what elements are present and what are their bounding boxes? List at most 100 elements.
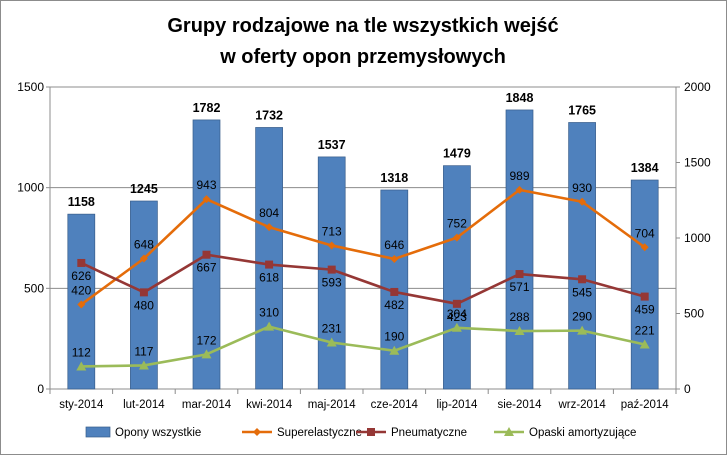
point-marker — [202, 250, 211, 259]
point-data-label: 571 — [509, 280, 529, 294]
point-data-label: 290 — [572, 310, 592, 324]
point-marker — [515, 270, 524, 279]
point-marker — [578, 197, 587, 206]
point-marker — [640, 243, 649, 252]
bar-data-label: 1782 — [193, 101, 221, 115]
bar — [443, 165, 471, 390]
point-data-label: 482 — [384, 298, 404, 312]
point-data-label: 989 — [509, 169, 529, 183]
data-labels: 1158 1245 1782 1732 1537 1318 1479 1848 1765 1384… — [68, 91, 659, 359]
point-data-label: 288 — [509, 310, 529, 324]
point-data-label: 310 — [259, 306, 279, 320]
bar-data-label: 1245 — [130, 182, 158, 196]
x-axis-category-label: lut-2014 — [123, 399, 165, 411]
legend-label: Pneumatyczne — [391, 427, 467, 439]
bar-data-label: 1479 — [443, 147, 471, 161]
point-marker — [514, 326, 525, 336]
point-marker — [265, 260, 274, 269]
point-marker — [452, 299, 461, 308]
point-marker — [639, 339, 650, 349]
right-axis-tick-label: 1000 — [684, 231, 711, 245]
bar-data-label: 1318 — [380, 171, 408, 185]
bar — [255, 127, 283, 390]
left-axis-tick-label: 500 — [24, 281, 44, 295]
legend: Opony wszystkie Superelastyczne Pneumatycz… — [85, 426, 636, 439]
point-data-label: 172 — [196, 333, 216, 347]
right-axis-tick-label: 1500 — [684, 156, 711, 170]
bar-data-label: 1537 — [318, 138, 346, 152]
x-axis-category-label: cze-2014 — [371, 399, 419, 411]
point-marker — [389, 345, 400, 355]
right-axis-tick-label: 0 — [684, 382, 691, 396]
point-marker — [264, 321, 275, 331]
bar-series — [67, 109, 659, 390]
point-data-label: 618 — [259, 271, 279, 285]
point-data-label: 626 — [71, 269, 91, 283]
point-marker — [327, 265, 336, 274]
point-marker — [452, 233, 461, 242]
point-data-label: 304 — [447, 307, 467, 321]
point-data-label: 713 — [322, 224, 342, 238]
point-marker — [577, 325, 588, 335]
x-axis-category-label: maj-2014 — [308, 399, 357, 411]
point-marker — [640, 292, 649, 301]
left-axis-tick-label: 1500 — [17, 80, 44, 94]
bar-data-label: 1848 — [506, 91, 534, 105]
point-marker — [515, 185, 524, 194]
point-marker — [76, 361, 87, 371]
point-marker — [578, 275, 587, 284]
legend-label: Opony wszystkie — [115, 427, 201, 439]
x-axis-category-label: lip-2014 — [436, 399, 478, 411]
point-data-label: 930 — [572, 181, 592, 195]
point-data-label: 704 — [635, 226, 655, 240]
point-marker — [201, 349, 212, 359]
legend-label: Superelastyczne — [277, 427, 362, 439]
point-marker — [265, 223, 274, 232]
legend-marker — [253, 428, 261, 436]
point-marker — [202, 195, 211, 204]
point-marker — [139, 254, 148, 263]
bar — [630, 179, 659, 390]
bar — [67, 213, 96, 390]
series-line — [81, 325, 645, 368]
point-marker — [139, 288, 148, 297]
line-series — [76, 185, 650, 371]
point-marker — [390, 287, 399, 296]
bar — [505, 109, 534, 390]
point-data-label: 459 — [635, 303, 655, 317]
x-axis-category-label: kwi-2014 — [246, 399, 293, 411]
point-data-label: 593 — [322, 276, 342, 290]
point-data-label: 667 — [196, 261, 216, 275]
legend-label: Opaski amortyzujące — [529, 427, 636, 439]
x-axis-category-label: sie-2014 — [497, 399, 542, 411]
legend-swatch — [85, 426, 111, 438]
left-axis-tick-label: 0 — [37, 382, 44, 396]
point-marker — [77, 258, 86, 267]
point-data-label: 480 — [134, 298, 154, 312]
x-axis-category-label: paź-2014 — [621, 399, 670, 411]
point-data-label: 646 — [384, 238, 404, 252]
legend-marker — [367, 428, 375, 436]
bar-data-label: 1384 — [631, 161, 659, 175]
chart-title-line-2: w oferty opon przemysłowych — [219, 46, 506, 68]
point-data-label: 423 — [447, 310, 467, 324]
point-data-label: 112 — [72, 345, 91, 359]
point-data-label: 804 — [259, 206, 279, 220]
point-marker — [327, 241, 336, 250]
point-data-label: 752 — [447, 217, 467, 231]
point-marker — [451, 322, 462, 332]
right-axis-tick-label: 2000 — [684, 80, 711, 94]
point-data-label: 231 — [322, 321, 342, 335]
x-axis-category-label: wrz-2014 — [557, 399, 606, 411]
point-marker — [77, 300, 86, 309]
right-axis-tick-label: 500 — [684, 307, 704, 321]
bar-data-label: 1732 — [255, 108, 283, 122]
series-line — [80, 253, 646, 306]
series-line — [80, 188, 646, 306]
x-axis-category-label: sty-2014 — [59, 399, 104, 411]
point-data-label: 221 — [635, 324, 655, 338]
point-data-label: 545 — [572, 285, 592, 299]
point-data-label: 117 — [134, 344, 153, 358]
